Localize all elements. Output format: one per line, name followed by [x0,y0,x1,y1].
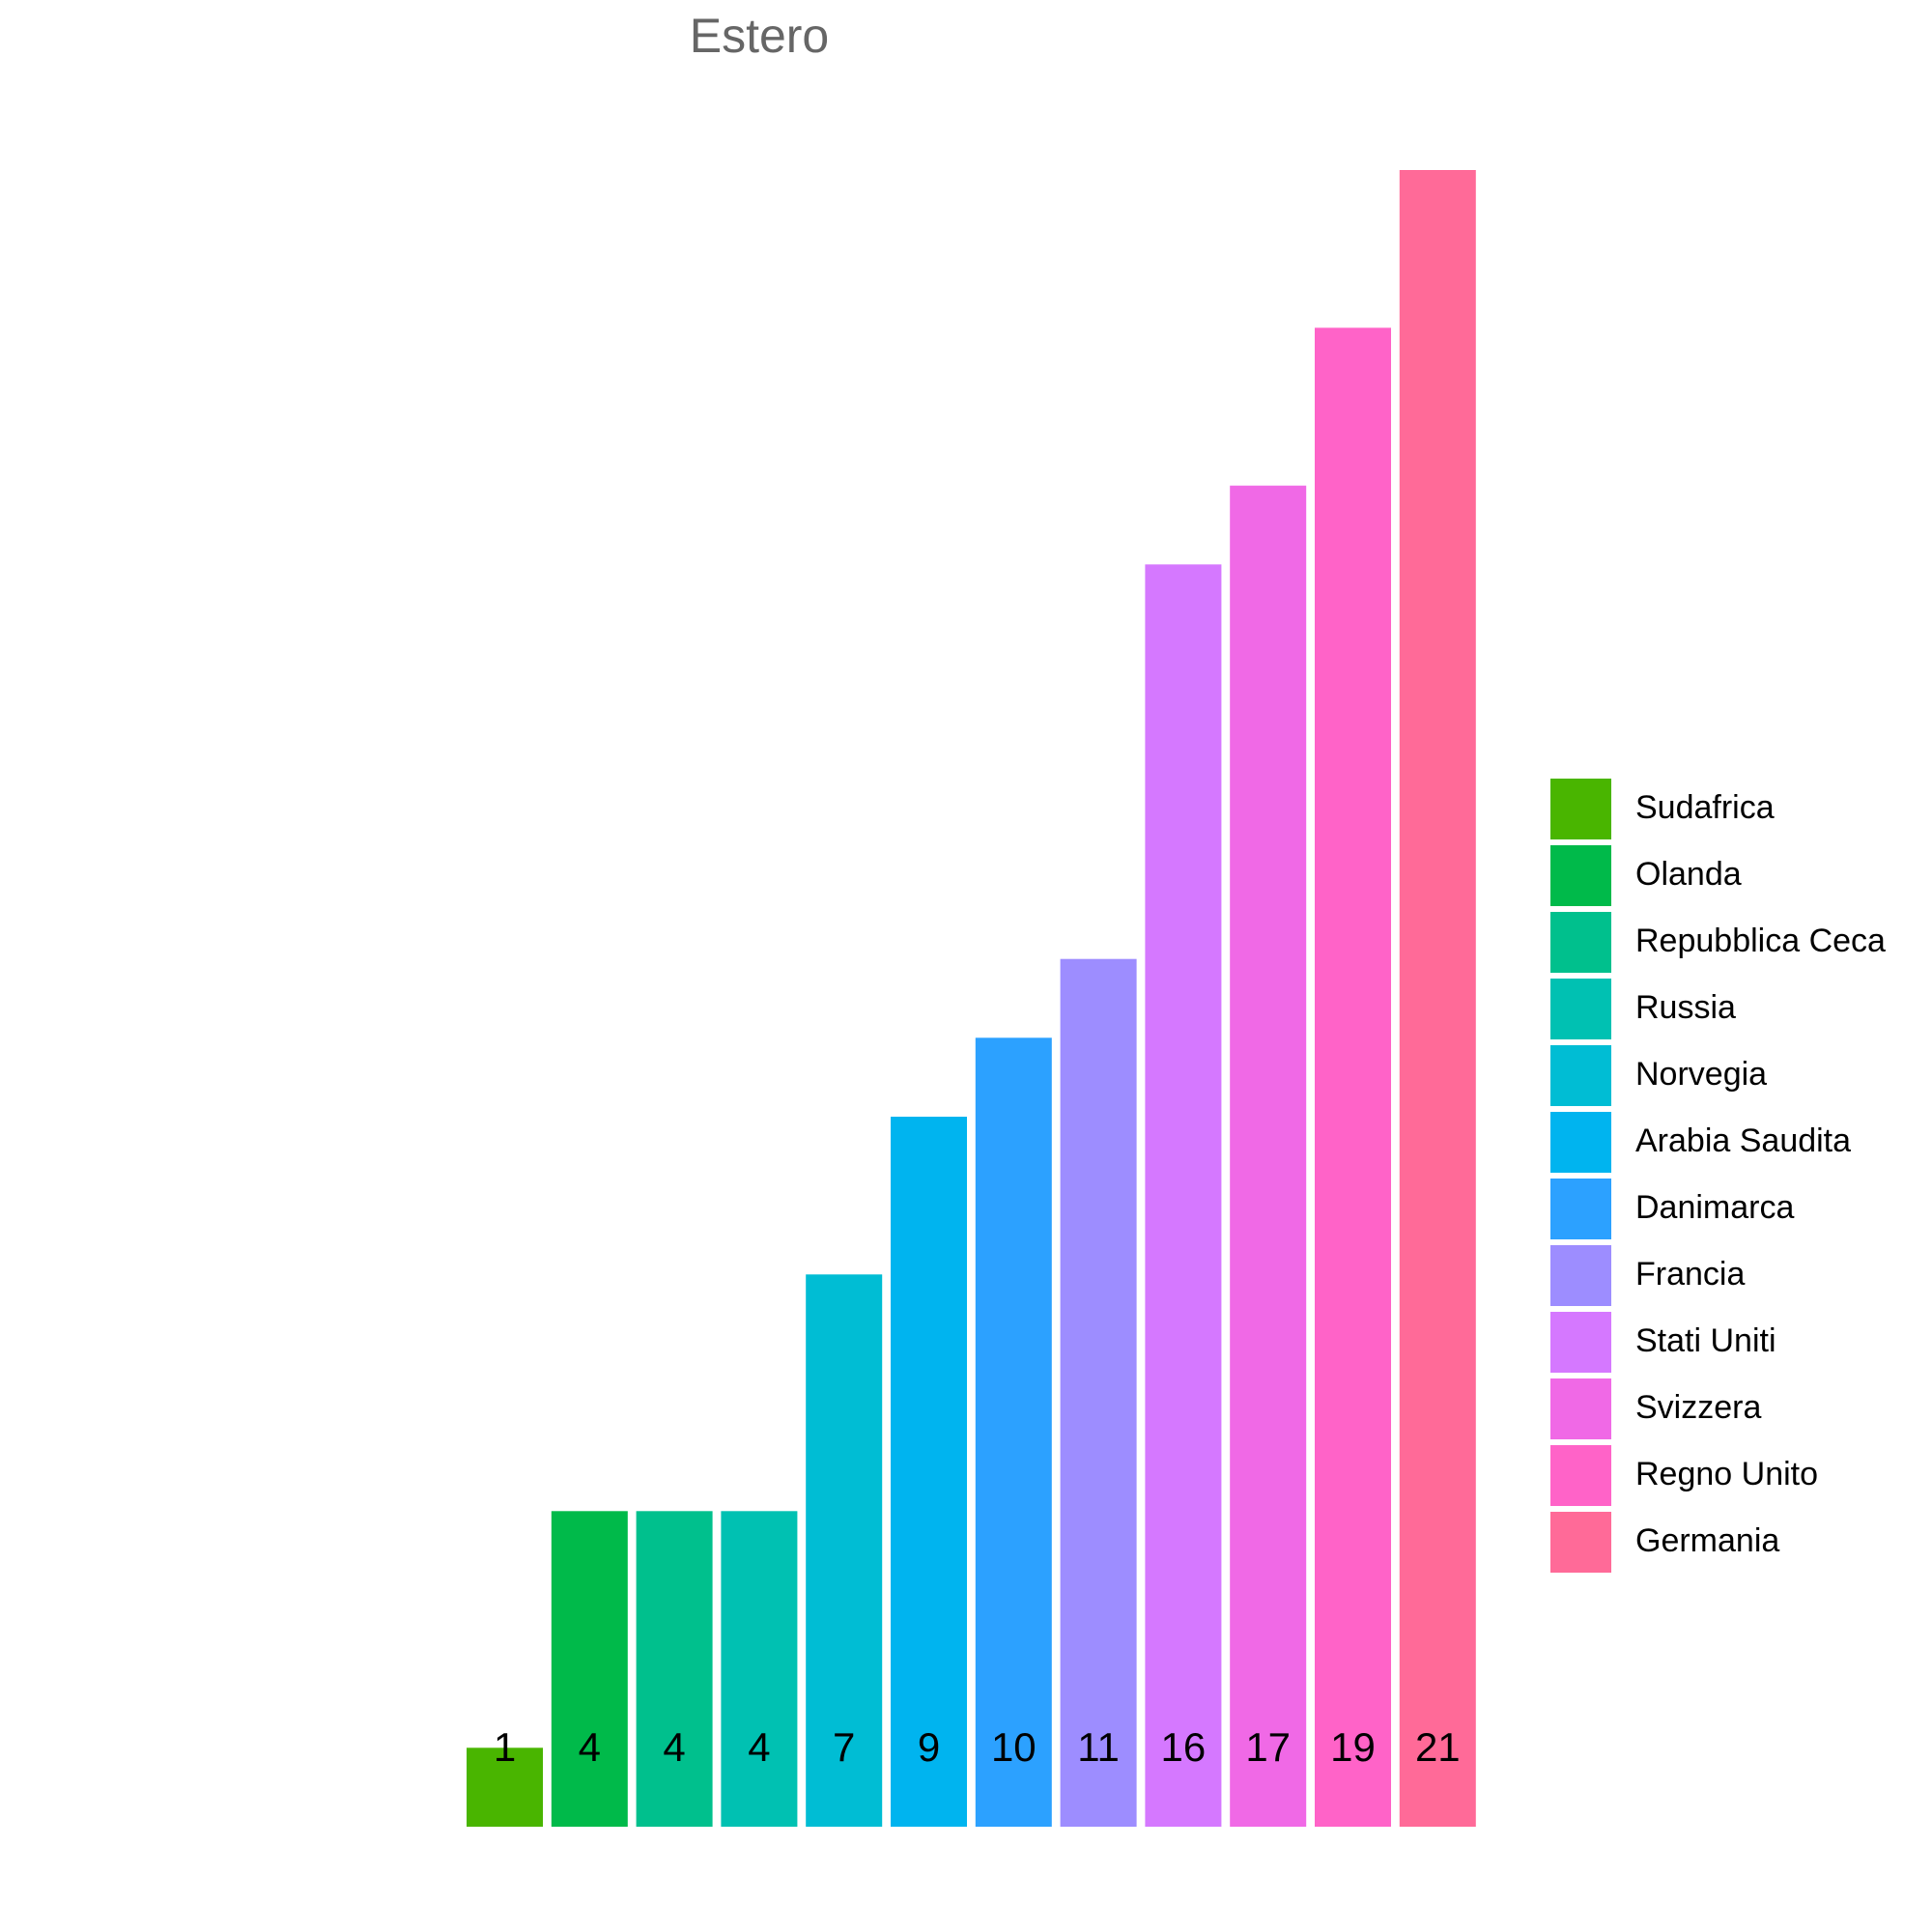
data-label-olanda: 4 [579,1724,601,1770]
legend-swatch [1550,779,1611,839]
legend-swatch [1550,1179,1611,1239]
legend-swatch [1550,912,1611,973]
bar-stati-uniti [1145,564,1222,1827]
data-label-regno-unito: 19 [1330,1724,1376,1770]
legend-label: Sudafrica [1635,789,1775,826]
bar-olanda [551,1511,628,1827]
legend-swatch [1550,1045,1611,1106]
bar-norvegia [806,1274,883,1827]
data-label-norvegia: 7 [833,1724,855,1770]
bar-arabia-saudita [891,1117,967,1827]
legend-swatch [1550,1378,1611,1439]
legend-label: Repubblica Ceca [1635,923,1886,959]
bar-regno-unito [1315,327,1391,1827]
legend-label: Germania [1635,1522,1780,1559]
bar-danimarca [975,1037,1052,1827]
data-label-svizzera: 17 [1245,1724,1291,1770]
legend-label: Danimarca [1635,1189,1795,1226]
data-label-russia: 4 [748,1724,770,1770]
data-label-germania: 21 [1415,1724,1461,1770]
bar-svizzera [1230,485,1307,1828]
legend-swatch [1550,1512,1611,1573]
data-label-francia: 11 [1077,1724,1120,1770]
bar-sudafrica [467,1747,543,1827]
data-label-stati-uniti: 16 [1161,1724,1207,1770]
legend-label: Norvegia [1635,1056,1768,1093]
legend-swatch [1550,1445,1611,1506]
legend-label: Svizzera [1635,1389,1762,1426]
legend-swatch [1550,1245,1611,1306]
data-label-arabia-saudita: 9 [918,1724,940,1770]
data-label-danimarca: 10 [991,1724,1037,1770]
data-label-sudafrica: 1 [494,1724,516,1770]
bar-russia [721,1511,798,1827]
data-label-repubblica-ceca: 4 [663,1724,685,1770]
legend-swatch [1550,979,1611,1039]
legend-label: Regno Unito [1635,1456,1819,1492]
bar-germania [1399,170,1476,1827]
legend-label: Francia [1635,1256,1746,1293]
chart-title: Estero [689,9,830,63]
legend-swatch [1550,1312,1611,1373]
legend-label: Stati Uniti [1635,1322,1776,1359]
bar-francia [1060,958,1137,1827]
legend-swatch [1550,1112,1611,1173]
legend-label: Arabia Saudita [1635,1122,1852,1159]
legend-label: Russia [1635,989,1736,1026]
legend-swatch [1550,845,1611,906]
bar-repubblica-ceca [636,1511,713,1827]
legend-label: Olanda [1635,856,1742,893]
